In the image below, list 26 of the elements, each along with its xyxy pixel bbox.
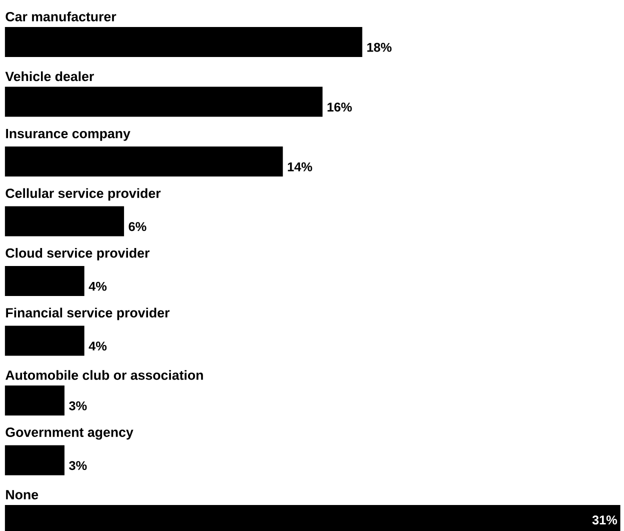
bar — [4, 206, 124, 236]
data-label: 3% — [69, 461, 87, 470]
data-label: 3% — [69, 401, 87, 410]
y-tick-label: Financial service provider — [6, 308, 170, 320]
y-tick-label: Government agency — [6, 428, 134, 440]
data-label: 14% — [288, 162, 312, 172]
y-tick-label: Vehicle dealer — [5, 71, 94, 82]
y-tick-label: None — [6, 490, 38, 500]
y-tick-label: Automobile club or association — [6, 370, 203, 380]
bar — [4, 86, 323, 117]
bar — [4, 445, 64, 476]
bar — [4, 266, 84, 296]
data-label: 4% — [88, 282, 107, 291]
y-tick-label: Insurance company — [6, 128, 130, 141]
data-label: 18% — [367, 42, 392, 52]
bar — [4, 146, 283, 176]
data-label: 31% — [592, 515, 618, 524]
bar — [4, 385, 64, 416]
data-label: 16% — [328, 102, 352, 112]
bar — [4, 27, 362, 58]
data-label: 6% — [128, 222, 146, 232]
y-tick-label: Cloud service provider — [6, 248, 150, 260]
data-label: 4% — [88, 342, 107, 351]
y-tick-label: Car manufacturer — [6, 12, 116, 22]
bar — [4, 326, 84, 356]
y-tick-label: Cellular service provider — [6, 188, 161, 201]
